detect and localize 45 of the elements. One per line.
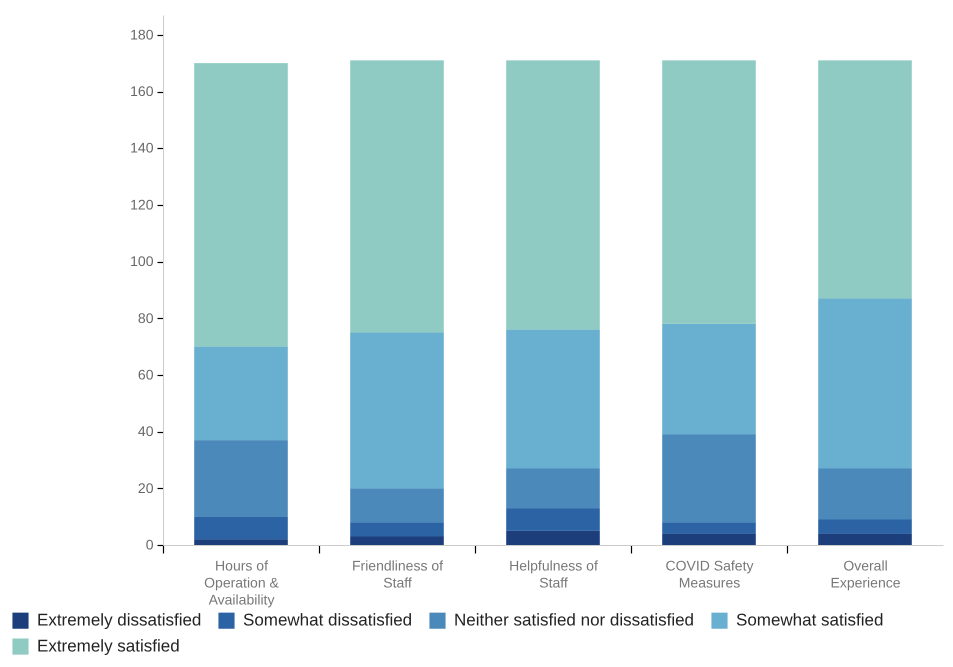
bar: [350, 522, 444, 536]
legend-label: Extremely dissatisfied: [37, 610, 202, 630]
y-tick-label: 120: [130, 196, 154, 212]
bar: [818, 60, 912, 298]
legend-label: Somewhat satisfied: [736, 610, 884, 630]
y-tick-label: 0: [146, 536, 154, 552]
x-tick-label: Overall Experience: [830, 558, 901, 590]
bar: [662, 522, 756, 534]
legend-label: Somewhat dissatisfied: [243, 610, 412, 630]
y-tick-label: 180: [130, 26, 154, 42]
bar: [818, 519, 912, 534]
bar: [506, 330, 600, 468]
y-tick-label: 40: [138, 423, 154, 440]
y-tick-label: 20: [138, 480, 154, 496]
y-tick-label: 80: [138, 310, 154, 326]
bar: [350, 536, 444, 545]
x-tick-label: Helpfulness of Staff: [509, 558, 598, 590]
bar: [194, 63, 288, 347]
legend-label: Extremely satisfied: [37, 636, 180, 656]
bar: [506, 60, 600, 330]
bar: [506, 530, 600, 545]
bar: [662, 434, 756, 522]
bar: [662, 534, 756, 545]
bar: [506, 508, 600, 531]
bar: [194, 539, 288, 545]
bar: [662, 60, 756, 324]
x-tick-label: Hours of Operation & Availability: [204, 558, 280, 608]
bar: [194, 516, 288, 540]
x-tick-label: Friendliness of Staff: [352, 558, 444, 590]
bar: [350, 332, 444, 488]
bar: [350, 60, 444, 332]
bar: [818, 298, 912, 468]
bar: [350, 488, 444, 522]
bar: [194, 440, 288, 517]
bar: [818, 534, 912, 545]
y-tick-label: 100: [130, 253, 154, 270]
x-tick-label: COVID Safety Measures: [666, 558, 754, 590]
y-tick-label: 60: [138, 366, 154, 382]
bar: [194, 346, 288, 440]
legend-label: Neither satisfied nor dissatisfied: [454, 610, 694, 630]
bar: [818, 468, 912, 520]
bar: [506, 468, 600, 508]
y-tick-label: 140: [130, 140, 154, 156]
y-tick-label: 160: [130, 83, 154, 100]
bar: [662, 324, 756, 434]
